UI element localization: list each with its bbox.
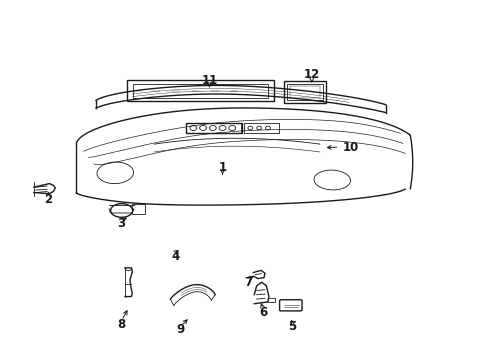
Text: 4: 4 bbox=[171, 249, 179, 262]
Bar bbox=[287, 84, 322, 100]
Text: 7: 7 bbox=[244, 276, 252, 289]
Bar bbox=[127, 80, 273, 101]
Text: 10: 10 bbox=[342, 140, 358, 153]
Text: 3: 3 bbox=[117, 217, 125, 230]
Bar bbox=[133, 84, 267, 98]
Bar bbox=[283, 81, 326, 103]
Text: 1: 1 bbox=[218, 161, 226, 174]
Text: 8: 8 bbox=[117, 318, 125, 331]
Bar bbox=[132, 204, 144, 214]
Bar bbox=[185, 123, 242, 134]
Text: 9: 9 bbox=[176, 323, 184, 336]
Text: 11: 11 bbox=[201, 74, 217, 87]
Text: 5: 5 bbox=[287, 320, 296, 333]
Text: 12: 12 bbox=[303, 68, 319, 81]
Bar bbox=[244, 123, 278, 134]
Text: 6: 6 bbox=[258, 306, 266, 319]
Bar bbox=[290, 86, 319, 98]
Text: 2: 2 bbox=[44, 193, 52, 206]
